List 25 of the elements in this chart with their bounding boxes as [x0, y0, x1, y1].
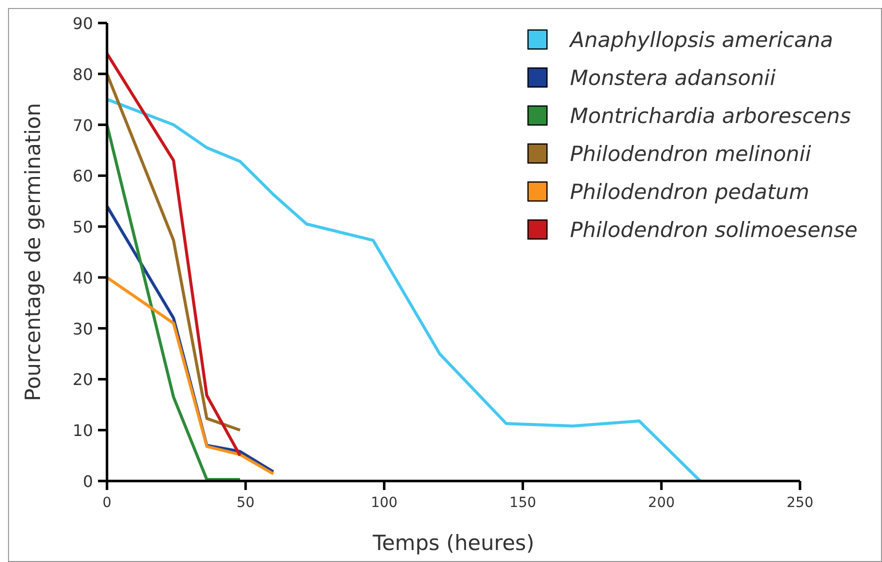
legend-label: Montrichardia arborescens — [570, 104, 851, 128]
x-tick-label: 100 — [370, 495, 398, 511]
y-tick-label: 50 — [72, 218, 93, 237]
y-tick-label: 70 — [72, 116, 93, 135]
legend-label: Philodendron melinonii — [570, 142, 812, 166]
x-axis-title: Temps (heures) — [372, 531, 534, 555]
x-tick-label: 200 — [648, 495, 675, 511]
y-tick-label: 80 — [72, 64, 93, 84]
y-tick-label: 10 — [72, 421, 93, 440]
legend-label: Philodendron solimoesense — [570, 218, 858, 242]
legend-label: Philodendron pedatum — [570, 180, 810, 204]
line-series — [106, 276, 275, 476]
x-tick-label: 0 — [102, 495, 112, 511]
y-axis-title: Pourcentage de germination — [21, 102, 45, 402]
y-tick-label: 0 — [82, 472, 93, 491]
y-tick-label: 20 — [72, 370, 93, 390]
y-tick-label: 30 — [72, 319, 93, 338]
legend-label: Anaphyllopsis americana — [568, 28, 834, 52]
y-tick-label: 40 — [72, 268, 93, 288]
x-tick-label: 50 — [236, 495, 255, 511]
y-tick-label: 60 — [72, 166, 93, 186]
y-tick-label: 90 — [72, 14, 93, 33]
legend-label: Monstera adansonii — [570, 66, 776, 90]
x-tick-label: 250 — [786, 495, 814, 511]
x-tick-label: 150 — [509, 495, 536, 511]
